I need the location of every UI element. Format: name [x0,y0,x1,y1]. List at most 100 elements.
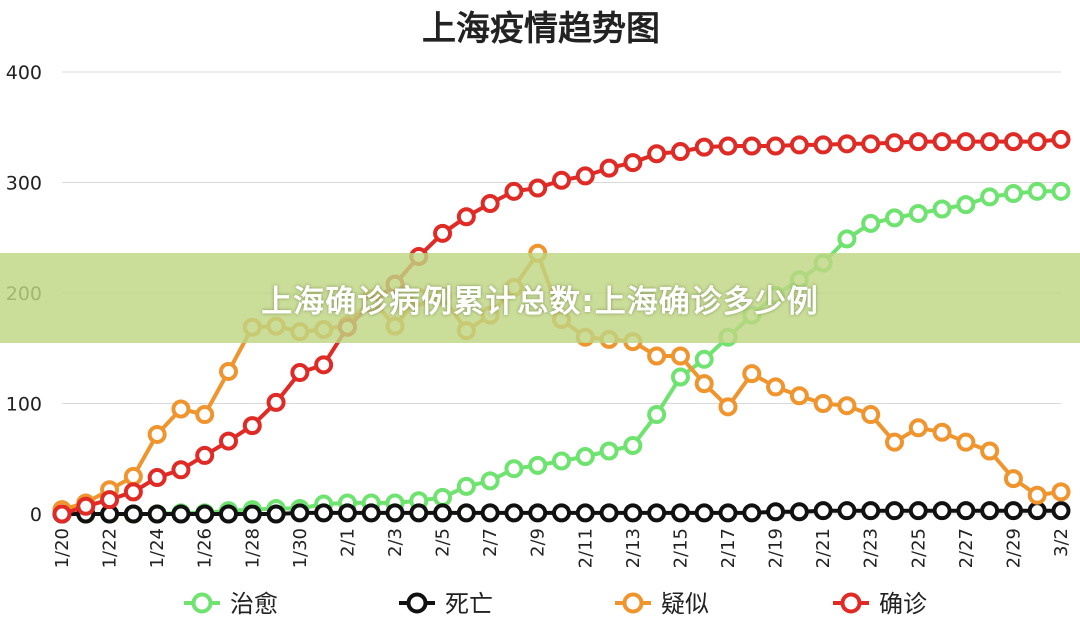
data-point [908,501,928,521]
data-point [552,170,571,190]
data-point [861,134,881,154]
data-point [623,153,643,173]
data-point [861,213,881,233]
data-point [1051,501,1071,521]
data-point [219,361,238,381]
data-point [123,504,143,524]
data-point [742,136,762,156]
data-point [195,504,215,524]
data-point [552,451,571,471]
legend-label: 疑似 [661,590,709,618]
data-point [433,503,453,523]
data-point [647,346,667,366]
data-point [932,501,952,521]
data-point [409,503,429,523]
data-point [813,394,833,413]
data-point [647,405,667,425]
data-point [647,144,667,164]
data-point [219,431,238,451]
legend-marker [622,592,644,614]
data-point [195,445,215,465]
data-point [123,466,143,486]
legend-label: 确诊 [879,590,927,618]
legend-label: 死亡 [445,590,493,618]
data-point [480,503,500,523]
data-point [766,136,786,156]
x-tick-label: 2/9 [528,528,549,557]
data-point [932,199,952,219]
data-point [670,142,690,162]
data-point [52,504,72,524]
x-tick-label: 3/2 [1051,528,1072,557]
legend-item: 疑似 [615,590,709,618]
x-tick-label: 2/19 [766,528,787,568]
chart-title: 上海疫情趋势图 [422,9,660,49]
data-point [575,447,595,467]
data-point [147,424,167,444]
legend-marker [406,592,428,614]
data-point [789,502,809,522]
x-tick-label: 1/20 [52,528,73,568]
x-tick-label: 2/17 [718,528,739,568]
data-point [837,134,857,154]
data-point [1003,184,1023,204]
data-point [623,435,643,455]
data-point [361,503,381,523]
x-tick-label: 2/3 [385,528,406,557]
data-point [766,377,786,397]
data-point [718,136,738,156]
data-point [599,503,619,523]
data-point [956,132,976,152]
data-point [456,476,476,496]
data-point [528,503,548,523]
data-point [813,501,833,521]
data-point [885,208,904,228]
x-tick-label: 1/22 [100,528,121,568]
data-point [552,503,571,523]
data-point [1027,132,1047,152]
data-point [837,396,857,416]
data-point [980,441,1000,461]
data-point [147,468,167,488]
data-point [433,223,453,243]
y-tick-label: 100 [6,394,42,416]
data-point [314,355,334,375]
data-point [718,397,738,417]
data-point [647,503,667,523]
x-axis-ticks: 1/20 1/22 1/24 1/26 1/28 1/30 2/1 2/3 2/5 2/7 2/9 2… [52,528,1072,568]
data-point [932,132,952,152]
data-point [1027,485,1047,505]
data-point [1027,181,1047,201]
legend-item: 死亡 [399,590,493,618]
data-point [1051,181,1071,201]
legend-marker [840,592,862,614]
data-point [885,501,904,521]
data-point [908,132,928,152]
data-point [266,504,286,524]
data-point [337,503,357,523]
data-point [195,405,215,425]
x-tick-label: 2/1 [337,528,358,557]
series-治愈 [52,181,1071,524]
data-point [76,496,96,516]
banner-text: 上海确诊病例累计总数:上海确诊多少例 [261,283,819,320]
data-point [694,374,714,394]
data-point [528,178,548,198]
y-tick-label: 300 [6,173,42,195]
data-point [1051,482,1071,502]
data-point [147,504,167,524]
y-tick-label: 0 [30,504,42,526]
data-point [742,364,762,384]
data-point [908,418,928,438]
data-point [837,229,857,249]
data-point [956,501,976,521]
data-point [980,187,1000,207]
data-point [718,503,738,523]
data-point [480,471,500,491]
data-point [314,503,334,523]
x-tick-label: 2/29 [1003,528,1024,568]
data-point [575,166,595,186]
data-point [1027,501,1047,521]
data-point [385,503,405,523]
legend-item: 确诊 [833,590,927,618]
